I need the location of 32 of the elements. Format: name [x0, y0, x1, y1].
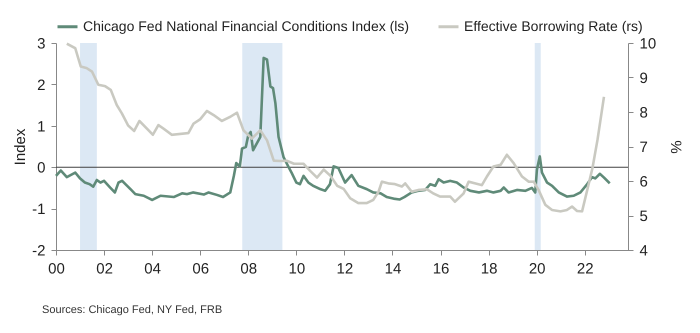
y-tick-label: 2 [37, 76, 46, 94]
legend-label: Chicago Fed National Financial Conditions Index (ls) [83, 18, 410, 34]
y2-axis-title: % [667, 140, 684, 154]
x-tick-label: 22 [576, 260, 594, 278]
y-tick-label: 3 [37, 36, 46, 52]
y2-tick-label: 7 [640, 139, 648, 156]
x-tick-label: 14 [384, 260, 402, 278]
y-tick-label: -1 [32, 201, 46, 218]
y2-tick-label: 9 [640, 70, 648, 87]
x-tick-label: 08 [240, 260, 258, 278]
x-tick-label: 16 [432, 260, 450, 278]
source-note: Sources: Chicago Fed, NY Fed, FRB [42, 304, 222, 316]
legend-label: Effective Borrowing Rate (rs) [464, 18, 643, 34]
y2-tick-label: 5 [640, 208, 648, 225]
x-tick-label: 20 [528, 260, 546, 278]
x-tick-label: 06 [192, 260, 210, 278]
y2-tick-label: 8 [640, 104, 648, 122]
line-series [66, 42, 606, 213]
y-tick-label: 0 [37, 160, 46, 177]
y2-tick-label: 4 [640, 242, 648, 260]
line-series [54, 56, 612, 202]
x-tick-label: 04 [144, 260, 161, 278]
y2-tick-label: 10 [640, 36, 656, 52]
x-tick-label: 02 [96, 260, 113, 278]
x-tick-label: 00 [48, 260, 65, 278]
y2-tick-label: 6 [640, 174, 648, 190]
y-axis-title: Index [12, 128, 30, 166]
y-tick-label: 1 [37, 118, 46, 136]
x-tick-label: 18 [480, 260, 498, 278]
x-tick-label: 12 [336, 260, 354, 278]
x-tick-label: 10 [288, 260, 306, 278]
y-tick-label: -2 [32, 242, 46, 260]
